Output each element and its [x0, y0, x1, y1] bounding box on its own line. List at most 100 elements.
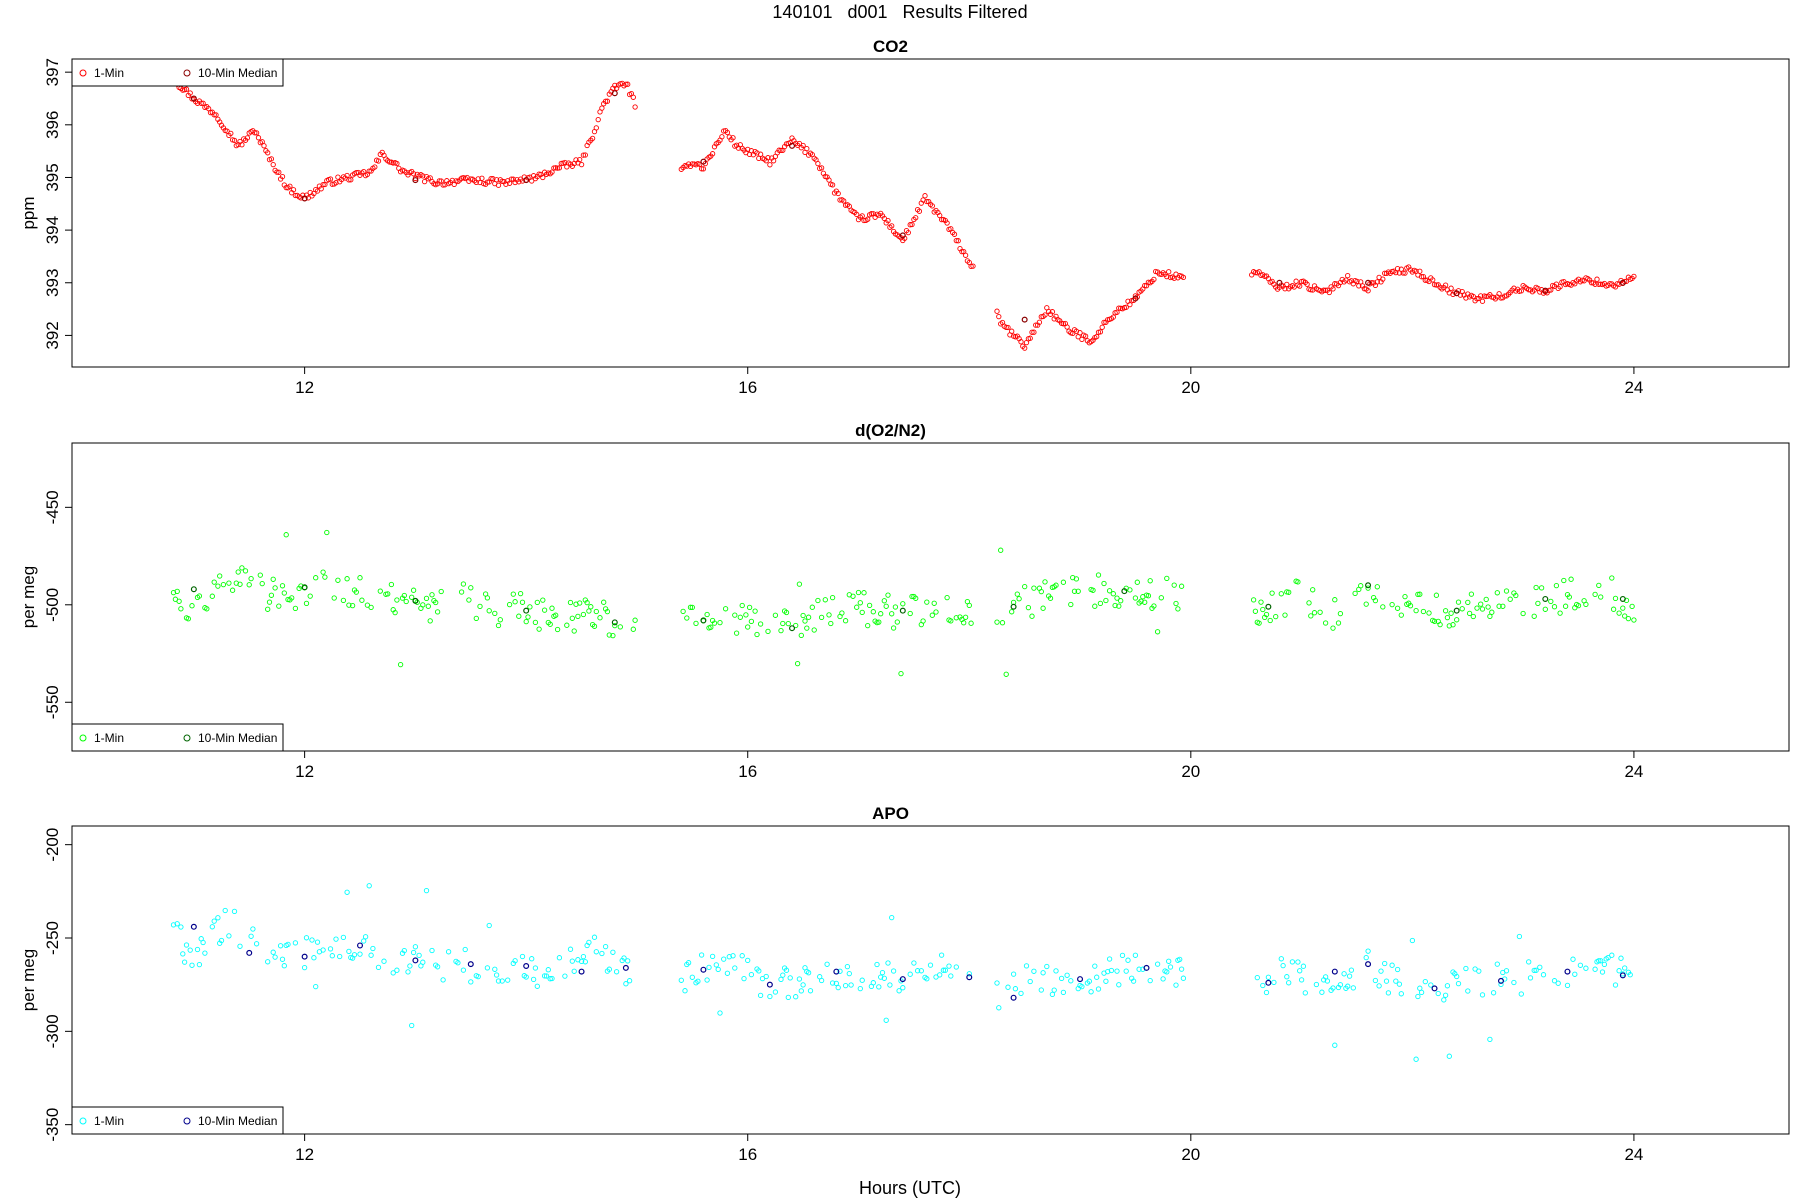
one-min-point [1470, 613, 1476, 620]
one-min-point [375, 158, 382, 164]
one-min-point [1142, 599, 1148, 605]
one-min-point [1490, 990, 1497, 996]
one-min-point [333, 936, 339, 942]
one-min-point [525, 614, 531, 620]
one-min-point [610, 949, 616, 955]
one-min-point [281, 590, 287, 596]
one-min-point [732, 965, 738, 971]
one-min-point [953, 615, 959, 621]
one-min-point [883, 1017, 889, 1023]
one-min-point [349, 602, 356, 609]
one-min-point [994, 308, 1000, 314]
one-min-point [495, 622, 502, 629]
one-min-point [1592, 591, 1598, 598]
one-min-point [200, 939, 206, 946]
one-min-point [1413, 607, 1419, 614]
one-min-point [1049, 309, 1056, 315]
one-min-point [420, 602, 426, 608]
one-min-point [717, 619, 723, 626]
one-min-point [1053, 582, 1059, 588]
one-min-point [1284, 281, 1290, 288]
median-point [966, 974, 973, 981]
median-point [789, 142, 796, 149]
one-min-point [1468, 591, 1475, 597]
one-min-point [866, 602, 873, 609]
one-min-point [591, 934, 598, 940]
one-min-point [625, 958, 631, 964]
y-axis-label: per meg [19, 566, 38, 628]
one-min-point [368, 604, 374, 611]
one-min-point [381, 958, 387, 964]
one-min-point [842, 982, 849, 989]
one-min-point [506, 180, 513, 186]
one-min-point [340, 597, 347, 604]
one-min-point [519, 953, 526, 960]
one-min-point [889, 611, 895, 617]
one-min-point [1378, 968, 1384, 974]
one-min-point [1372, 597, 1379, 604]
one-min-point [187, 90, 193, 96]
one-min-point [1479, 992, 1486, 998]
one-min-point [685, 960, 692, 966]
one-min-point [1398, 991, 1404, 997]
x-axis-label: Hours (UTC) [859, 1178, 961, 1198]
one-min-point [841, 198, 847, 204]
one-min-point [623, 981, 629, 987]
one-min-point [403, 598, 409, 605]
one-min-point [1538, 585, 1545, 591]
one-min-point [962, 614, 969, 620]
one-min-point [1005, 324, 1011, 331]
one-min-point [578, 161, 585, 168]
one-min-point [580, 611, 587, 618]
one-min-point [839, 610, 845, 616]
one-min-point [434, 609, 441, 615]
x-tick-label: 20 [1181, 762, 1200, 781]
one-min-point [780, 620, 786, 627]
one-min-point [1116, 305, 1122, 311]
one-min-point [1374, 279, 1380, 285]
one-min-point [1038, 588, 1044, 595]
one-min-point [1044, 963, 1050, 970]
y-tick-label: -550 [43, 685, 62, 719]
legend-label: 1-Min [94, 731, 124, 745]
one-min-point [1278, 591, 1284, 597]
one-min-point [527, 604, 533, 610]
one-min-point [488, 175, 494, 182]
one-min-point [1014, 591, 1020, 597]
one-min-point [274, 169, 280, 175]
one-min-point [1409, 937, 1416, 944]
one-min-point [409, 1022, 415, 1029]
one-min-point [793, 994, 799, 1000]
one-min-point [1562, 603, 1569, 609]
one-min-point [1254, 974, 1260, 981]
one-min-point [556, 165, 563, 171]
legend-box [71, 1106, 284, 1135]
one-min-point [785, 620, 791, 627]
one-min-point [857, 985, 863, 992]
one-min-point [829, 980, 836, 986]
one-min-point [425, 603, 431, 609]
one-min-point [602, 98, 609, 104]
one-min-point [253, 941, 260, 947]
one-min-point [1079, 983, 1085, 990]
one-min-point [1009, 609, 1015, 615]
one-min-point [741, 975, 747, 982]
one-min-point [1583, 965, 1589, 971]
one-min-point [800, 982, 806, 988]
one-min-point [767, 162, 773, 168]
one-min-point [479, 175, 485, 181]
one-min-point [1103, 597, 1109, 604]
one-min-point [1394, 265, 1401, 272]
one-min-point [1022, 583, 1028, 590]
one-min-point [1114, 968, 1120, 974]
one-min-point [1282, 286, 1288, 292]
one-min-point [1531, 613, 1537, 619]
median-point [700, 617, 707, 624]
one-min-point [833, 980, 839, 987]
one-min-point [1622, 613, 1628, 619]
one-min-point [1616, 968, 1622, 974]
one-min-point [724, 129, 731, 136]
one-min-point [410, 171, 417, 177]
one-min-point [1256, 620, 1262, 626]
one-min-point [580, 152, 587, 158]
